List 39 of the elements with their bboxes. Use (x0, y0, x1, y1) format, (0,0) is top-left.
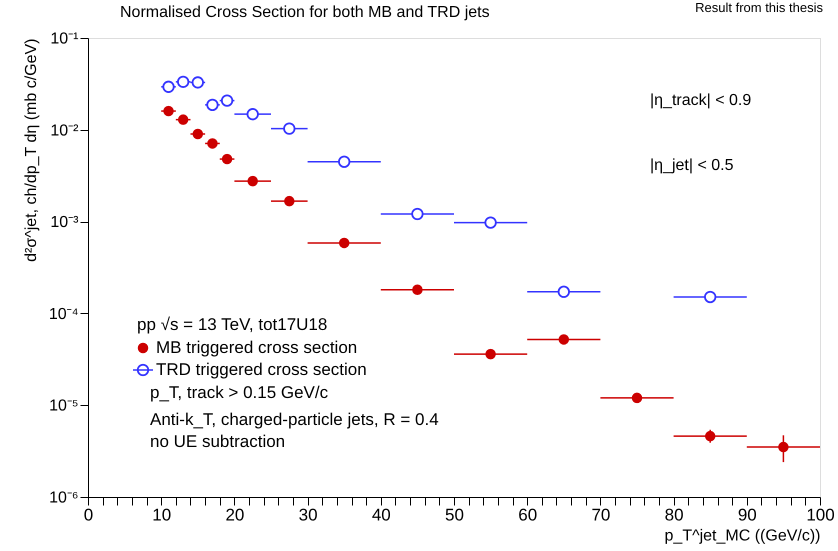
y-tick-label: 10⁻³ (50, 214, 80, 232)
legend-label: TRD triggered cross section (156, 360, 367, 379)
point (162, 80, 175, 93)
x-tick-label: 60 (518, 506, 538, 524)
annotation: Anti-k_T, charged-particle jets, R = 0.4 (150, 410, 439, 429)
point (411, 208, 424, 220)
x-tick-label: 20 (225, 506, 244, 524)
y-tick-label: 10⁻² (50, 122, 80, 140)
x-tick-label: 30 (298, 506, 318, 524)
x-tick-label: 90 (738, 506, 757, 524)
annotation: pp √s = 13 TeV, tot17U18 (137, 315, 328, 334)
text: Result from this thesis (695, 0, 824, 15)
y-axis-title: d²σ^jet, ch/dp_T dη (mb c/GeV) (22, 38, 40, 262)
point (246, 108, 259, 120)
point (558, 286, 570, 298)
annotation: no UE subtraction (150, 432, 286, 451)
x-tick-label: 70 (591, 506, 610, 524)
y-tick-label: 10⁻⁵ (49, 398, 78, 415)
x-tick-label: 40 (372, 506, 391, 524)
y-tick-label: 10⁻⁴ (48, 306, 79, 323)
x-axis-title: p_T^jet_MC ((GeV/c)) (664, 528, 820, 544)
point (704, 290, 716, 304)
point (206, 98, 219, 111)
annotation: |η_track| < 0.9 (650, 92, 752, 109)
chart-title: Normalised Cross Section for both MB and TRD jets (120, 4, 490, 21)
x-tick-label: 50 (445, 506, 464, 524)
annotation: |η_jet| < 0.5 (650, 157, 734, 174)
annotation: p_T, track > 0.15 GeV/c (150, 383, 329, 402)
x-tick-label: 10 (152, 506, 172, 524)
x-tick-label: 100 (806, 506, 835, 524)
x-tick-label: 80 (664, 506, 684, 524)
point (220, 94, 234, 107)
point (283, 122, 296, 135)
y-tick-label: 10⁻⁶ (49, 490, 78, 506)
legend-label: MB triggered cross section (156, 338, 358, 357)
y-tick-label: 10⁻¹ (50, 30, 78, 48)
point (338, 156, 350, 168)
point (484, 216, 497, 229)
x-tick-label: 0 (84, 506, 94, 524)
